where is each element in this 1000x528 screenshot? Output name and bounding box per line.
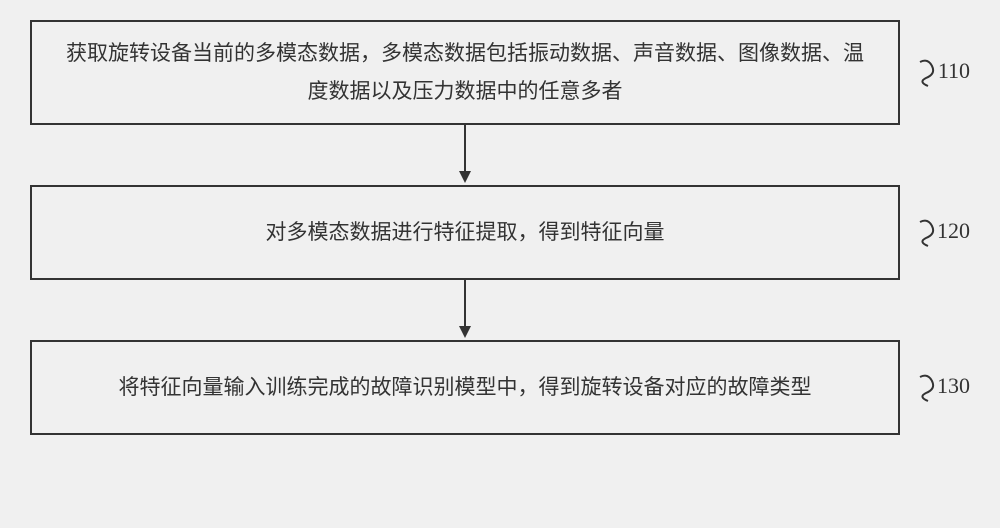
flowchart-node-step3: 将特征向量输入训练完成的故障识别模型中，得到旋转设备对应的故障类型 [30, 340, 900, 435]
node-text: 将特征向量输入训练完成的故障识别模型中，得到旋转设备对应的故障类型 [119, 369, 812, 407]
flowchart-row: 对多模态数据进行特征提取，得到特征向量 120 [30, 185, 900, 280]
arrow-connector [30, 280, 900, 340]
node-label: 120 [937, 218, 970, 244]
node-label: 110 [938, 58, 970, 84]
flowchart-container: 获取旋转设备当前的多模态数据，多模态数据包括振动数据、声音数据、图像数据、温度数… [30, 20, 900, 435]
node-label: 130 [937, 373, 970, 399]
node-text: 对多模态数据进行特征提取，得到特征向量 [266, 214, 665, 252]
arrow-down-icon [455, 125, 475, 185]
node-text: 获取旋转设备当前的多模态数据，多模态数据包括振动数据、声音数据、图像数据、温度数… [62, 35, 868, 111]
flowchart-node-step1: 获取旋转设备当前的多模态数据，多模态数据包括振动数据、声音数据、图像数据、温度数… [30, 20, 900, 125]
arrow-connector [30, 125, 900, 185]
squiggle-icon [918, 58, 940, 88]
flowchart-node-step2: 对多模态数据进行特征提取，得到特征向量 [30, 185, 900, 280]
flowchart-row: 将特征向量输入训练完成的故障识别模型中，得到旋转设备对应的故障类型 130 [30, 340, 900, 435]
arrow-down-icon [455, 280, 475, 340]
flowchart-row: 获取旋转设备当前的多模态数据，多模态数据包括振动数据、声音数据、图像数据、温度数… [30, 20, 900, 125]
